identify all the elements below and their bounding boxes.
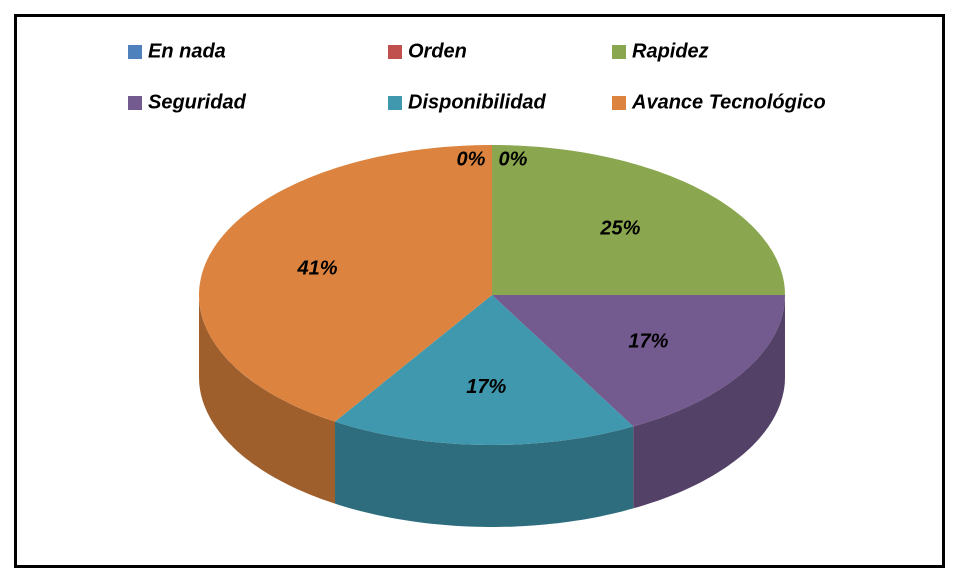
data-label: 17% <box>466 376 506 398</box>
legend-label: Rapidez <box>632 40 709 62</box>
data-label: 17% <box>628 331 668 353</box>
legend-swatch <box>612 45 626 59</box>
legend-label: En nada <box>148 40 226 62</box>
data-label: 0% <box>499 148 528 170</box>
legend-label: Seguridad <box>148 91 247 113</box>
slice-side <box>335 421 634 527</box>
legend-label: Disponibilidad <box>408 91 547 113</box>
legend-swatch <box>128 96 142 110</box>
legend-label: Avance Tecnológico <box>631 91 826 113</box>
slice-side <box>633 295 785 509</box>
data-label: 41% <box>297 257 338 279</box>
slice <box>492 145 785 295</box>
slice <box>199 145 492 422</box>
data-label: 0% <box>457 148 486 170</box>
legend-swatch <box>128 45 142 59</box>
legend-swatch <box>612 96 626 110</box>
legend-swatch <box>388 45 402 59</box>
slice <box>492 295 785 427</box>
slice <box>335 295 634 445</box>
data-label: 25% <box>599 218 640 240</box>
legend-label: Orden <box>408 40 467 62</box>
legend-swatch <box>388 96 402 110</box>
slice-side <box>199 295 335 504</box>
